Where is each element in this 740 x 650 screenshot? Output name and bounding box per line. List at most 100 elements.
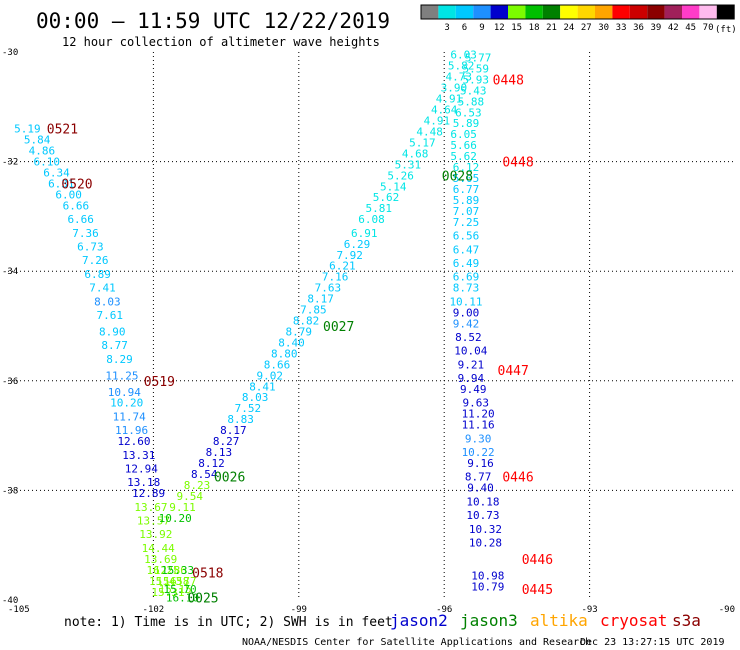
- mission-legend-item: s3a: [672, 611, 701, 630]
- wave-height-reading: 5.05: [453, 172, 480, 185]
- wave-height-reading: 13.18: [127, 476, 160, 489]
- wave-height-reading: 6.91: [351, 227, 378, 240]
- wave-height-reading: 7.16: [322, 271, 349, 284]
- wave-height-reading: 13.57: [137, 515, 170, 528]
- wave-height-reading: 6.10: [34, 156, 61, 169]
- wave-height-reading: 4.68: [402, 147, 429, 160]
- wave-height-reading: 5.66: [450, 139, 477, 152]
- wave-height-reading: 9.54: [177, 490, 204, 503]
- map-title: 00:00 — 11:59 UTC 12/22/2019: [36, 9, 390, 33]
- wave-height-reading: 10.22: [462, 446, 495, 459]
- color-scale-swatch: [612, 5, 630, 19]
- wave-height-reading: 5.88: [458, 95, 485, 108]
- mission-legend-item: jason3: [460, 611, 518, 630]
- wave-height-reading: 9.63: [462, 397, 489, 410]
- footer-note: note: 1) Time is in UTC; 2) SWH is in fe…: [64, 615, 393, 630]
- color-scale-label: 33: [616, 23, 627, 33]
- latitude-tick-label: -40: [2, 596, 18, 606]
- wave-height-reading: 6.73: [77, 241, 104, 254]
- color-scale-label: 39: [650, 23, 661, 33]
- color-scale-border: [420, 4, 735, 20]
- wave-height-reading: 6.31: [48, 178, 75, 191]
- color-scale-swatch: [716, 5, 735, 19]
- color-scale-label: 12: [494, 23, 505, 33]
- color-scale-swatch: [699, 5, 717, 19]
- wave-height-reading: 5.89: [453, 194, 480, 207]
- wave-height-reading: 8.17: [220, 424, 247, 437]
- wave-height-color-scale: 3 6 9 12 15 18 21 24 27 30 33 36 39 42 45 70: [420, 4, 735, 33]
- wave-height-reading: 5.43: [460, 84, 487, 97]
- wave-height-reading: 4.73: [445, 71, 472, 84]
- wave-height-reading: 15.15: [159, 583, 192, 596]
- wave-height-reading: 7.85: [300, 304, 327, 317]
- wave-height-reading: 7.41: [89, 282, 116, 295]
- wave-height-reading: 15.70: [163, 583, 196, 596]
- pass-number-label: 0026: [214, 471, 245, 486]
- mission-legend: jason2 jason3 altika cryosat s3a: [390, 611, 701, 630]
- wave-height-reading: 3.90: [441, 82, 468, 95]
- wave-height-reading: 7.36: [72, 227, 99, 240]
- wave-height-reading: 6.12: [453, 161, 480, 174]
- pass-number-labels: 0521 0520 0519 0518 0448 0448 0447 0446 0446 0445…: [47, 73, 553, 606]
- longitude-tick-label: -99: [291, 605, 307, 615]
- wave-height-reading: 16.77: [163, 575, 196, 588]
- color-scale-label: 70: [703, 23, 714, 33]
- wave-height-reading: 7.61: [97, 309, 124, 322]
- wave-height-reading: 5.14: [380, 180, 407, 193]
- color-scale-swatch: [421, 5, 439, 19]
- wave-height-reading: 5.89: [453, 117, 480, 130]
- wave-height-reading: 6.66: [67, 213, 94, 226]
- wave-height-reading: 6.34: [43, 167, 70, 180]
- wave-height-reading: 15.33: [161, 564, 194, 577]
- wave-height-reading: 9.94: [458, 372, 485, 385]
- color-scale-swatch: [595, 5, 613, 19]
- longitude-tick-label: -102: [143, 605, 165, 615]
- wave-height-reading: 8.40: [278, 336, 305, 349]
- map-subtitle: 12 hour collection of altimeter wave hei…: [62, 35, 380, 49]
- longitude-tick-label: -93: [581, 605, 597, 615]
- wave-height-reading: 8.54: [191, 468, 218, 481]
- wave-height-reading: 7.52: [235, 402, 262, 415]
- wave-height-reading: 8.41: [249, 380, 276, 393]
- pass-number-label: 0448: [502, 156, 533, 171]
- wave-height-reading: 4.91: [436, 93, 463, 106]
- color-scale-swatch: [473, 5, 491, 19]
- wave-height-reading: 6.89: [84, 268, 111, 281]
- wave-height-reading: 9.30: [465, 432, 492, 445]
- color-scale-label: 15: [511, 23, 522, 33]
- color-scale-swatch: [525, 5, 543, 19]
- wave-height-reading: 6.47: [453, 243, 480, 256]
- wave-height-reading: 10.79: [471, 580, 504, 593]
- wave-height-reading: 5.81: [366, 202, 393, 215]
- wave-height-reading: 14.44: [142, 542, 175, 555]
- latitude-tick-label: -30: [2, 48, 18, 58]
- color-scale-label: 18: [529, 23, 540, 33]
- color-scale-swatch: [490, 5, 508, 19]
- wave-height-reading: 4.86: [29, 145, 56, 158]
- wave-height-reading: 8.17: [307, 293, 334, 306]
- wave-height-reading: 8.13: [206, 446, 233, 459]
- color-scale-label: 6: [462, 23, 467, 33]
- wave-height-reading: 6.08: [358, 213, 385, 226]
- wave-height-reading: 7.07: [453, 205, 480, 218]
- color-scale-label: 21: [546, 23, 557, 33]
- wave-height-reading: 6.66: [63, 199, 90, 212]
- pass-number-label: 0447: [498, 364, 529, 379]
- longitude-tick-label: -90: [719, 605, 735, 615]
- color-scale-swatch: [508, 5, 526, 19]
- latitude-tick-label: -38: [2, 486, 18, 496]
- wave-height-reading: 9.49: [460, 383, 487, 396]
- wave-height-reading: 10.11: [449, 295, 482, 308]
- wave-height-reading: 7.25: [453, 216, 480, 229]
- wave-height-reading: 10.98: [471, 569, 504, 582]
- wave-height-reading: 4.48: [416, 125, 443, 138]
- pass-number-label: 0027: [323, 320, 354, 335]
- wave-height-reading: 6.77: [453, 183, 480, 196]
- pass-number-label: 0446: [502, 471, 533, 486]
- latitude-tick-label: -32: [2, 158, 18, 168]
- wave-height-reading: 10.94: [108, 386, 141, 399]
- wave-height-reading: 5.93: [462, 73, 489, 86]
- wave-height-reading: 15.31: [151, 586, 184, 599]
- wave-height-reading: 8.77: [465, 471, 492, 484]
